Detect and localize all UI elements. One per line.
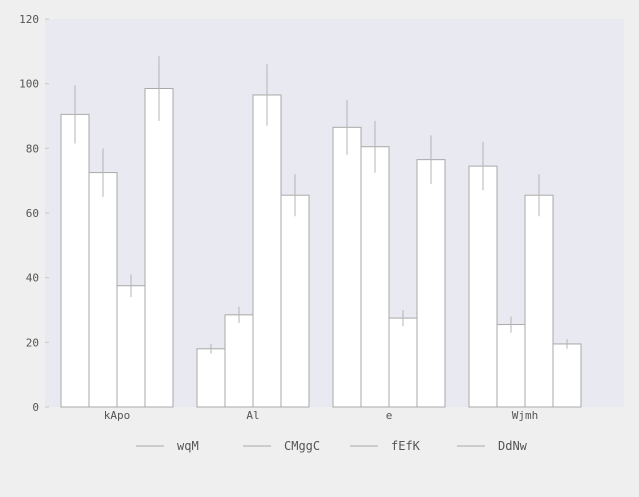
legend-label-CMggC: CMggC — [284, 439, 320, 453]
y-tick-label: 20 — [26, 336, 39, 349]
legend: wqM CMggC fEfK DdNw — [136, 439, 528, 453]
bar-DdNw-Wjmh — [552, 343, 582, 408]
legend-label-fEfK: fEfK — [391, 439, 421, 453]
y-tick-label: 0 — [32, 401, 39, 414]
y-tick-label: 40 — [26, 272, 39, 285]
bar-CMggC-Wjmh — [496, 324, 526, 408]
x-tick-label: e — [386, 409, 393, 422]
bar-fEfK-Wjmh — [524, 194, 554, 408]
bar-DdNw-Al — [280, 194, 310, 408]
legend-label-wqM: wqM — [177, 439, 199, 453]
bar-CMggC-e — [360, 146, 390, 408]
bars-layer — [60, 88, 582, 408]
y-tick-label: 120 — [19, 13, 39, 26]
bar-CMggC-kApo — [88, 172, 118, 408]
bar-fEfK-e — [388, 317, 418, 408]
x-tick-label: Wjmh — [512, 409, 539, 422]
y-tick-label: 80 — [26, 142, 39, 155]
bar-wqM-Wjmh — [468, 165, 498, 408]
x-tick-label: kApo — [104, 409, 131, 422]
bar-wqM-e — [332, 126, 362, 408]
legend-label-DdNw: DdNw — [498, 439, 528, 453]
bar-fEfK-kApo — [116, 285, 146, 408]
error-bars-layer — [74, 56, 568, 354]
y-tick-label: 60 — [26, 207, 39, 220]
x-axis: kApo Al e Wjmh — [104, 409, 539, 422]
bar-CMggC-Al — [224, 314, 254, 408]
bar-DdNw-kApo — [144, 88, 174, 408]
x-tick-label: Al — [246, 409, 259, 422]
y-tick-label: 100 — [19, 78, 39, 91]
bar-wqM-kApo — [60, 113, 90, 408]
bar-wqM-Al — [196, 348, 226, 408]
bar-fEfK-Al — [252, 94, 282, 408]
y-axis: 0 20 40 60 80 100 120 — [19, 13, 49, 414]
bar-DdNw-e — [416, 159, 446, 408]
